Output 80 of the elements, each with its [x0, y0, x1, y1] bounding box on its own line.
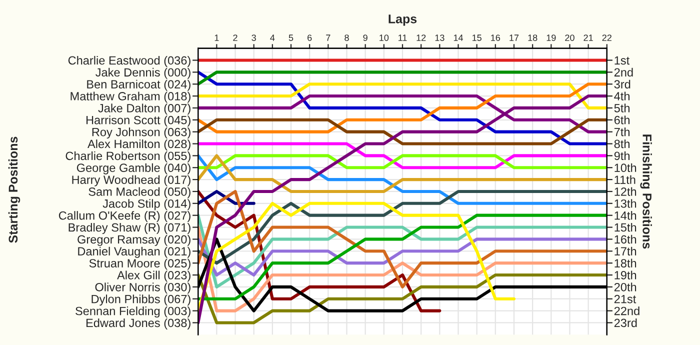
line-series	[198, 190, 607, 288]
y-tick-label: 7th	[614, 128, 630, 136]
line-series	[198, 154, 607, 205]
line-series	[198, 202, 516, 312]
x-tick-label: 16	[491, 34, 500, 41]
x-tick-label: 9	[363, 34, 368, 41]
series-label: Ben Barnicoat (024)	[87, 80, 190, 91]
x-tick-label: 18	[528, 34, 538, 41]
y-tick-label: 13th	[614, 199, 636, 208]
y-tick-label: 19th	[614, 270, 636, 280]
y-axis-title: Finishing Positions	[640, 134, 652, 249]
series-label: Sam Macleod (050)	[88, 187, 190, 198]
x-tick-label: 22	[602, 34, 612, 41]
x-tick-label: 3	[252, 34, 256, 41]
y-tick-label: 3rd	[614, 80, 630, 88]
x-axis-title: Laps	[388, 14, 417, 26]
series-label: Alex Gill (023)	[117, 270, 190, 282]
series-label: Struan Moore (025)	[89, 258, 190, 270]
y-tick-label: 22nd	[614, 306, 640, 316]
y-tick-label: 9th	[614, 151, 630, 160]
series-label: Harrison Scott (045)	[86, 116, 190, 127]
x-tick-label: 8	[344, 34, 349, 41]
series-label: Harry Woodhead (017)	[72, 175, 190, 186]
y-tick-label: 23rd	[614, 318, 637, 328]
x-tick-label: 6	[308, 34, 312, 41]
y-tick-label: 2nd	[614, 68, 633, 77]
x-tick-label: 14	[454, 34, 463, 41]
x-tick-label: 1	[214, 34, 219, 41]
x-tick-label: 20	[565, 34, 574, 41]
x-tick-label: 5	[288, 34, 294, 41]
x-tick-label: 19	[546, 34, 556, 41]
series-label: Bradley Shaw (R) (071)	[68, 222, 190, 234]
series-label: Jake Dennis (000)	[96, 68, 190, 79]
text: Starting Positions	[8, 136, 20, 243]
series-label: George Gamble (040)	[76, 163, 190, 174]
line-series	[198, 94, 607, 324]
series-label: Roy Johnson (063)	[92, 128, 190, 139]
y-tick-label: 12th	[614, 187, 636, 196]
series-label: Jacob Stilp (014)	[102, 199, 190, 210]
y-tick-label: 4th	[614, 92, 630, 100]
line-series	[198, 190, 607, 265]
x-tick-label: 10	[380, 34, 389, 41]
y-tick-label: 8th	[614, 139, 630, 148]
x-tick-label: 2	[233, 34, 238, 41]
series-label: Charlie Robertson (055)	[66, 151, 190, 162]
y-tick-label: 1st	[614, 56, 630, 65]
series-label: Callum O'Keefe (R) (027)	[58, 211, 190, 222]
x-tick-label: 13	[435, 34, 444, 41]
x-tick-label: 7	[326, 34, 330, 41]
series-label: Jake Dalton (007)	[98, 104, 190, 115]
y-tick-label: 5th	[614, 104, 630, 112]
x-tick-label: 17	[510, 34, 519, 41]
series-label: Sennan Fielding (003)	[76, 306, 190, 318]
line-series	[198, 273, 607, 324]
y-tick-label: 18th	[614, 258, 636, 268]
x-tick-label: 21	[584, 34, 593, 41]
series-label: Charlie Eastwood (036)	[68, 56, 190, 67]
x-tick-label: 11	[398, 34, 407, 41]
y-tick-label: 17th	[614, 246, 636, 256]
y-tick-label: 20th	[614, 282, 636, 292]
line-series	[198, 70, 607, 146]
y-tick-label: 15th	[614, 222, 636, 232]
x-tick-label: 4	[270, 34, 275, 41]
series-label: Daniel Vaughan (021)	[78, 246, 190, 258]
y-tick-label: 14th	[614, 211, 636, 220]
y-tick-label: 21st	[614, 294, 636, 304]
y-tick-label: 16th	[614, 234, 636, 244]
y-tick-label: 6th	[614, 116, 630, 124]
line-series	[198, 238, 607, 277]
x-tick-label: 15	[472, 34, 482, 41]
series-label: Matthew Graham (018)	[70, 92, 190, 103]
y-tick-label: 11th	[614, 175, 636, 184]
series-label: Dylon Phibbs (067)	[92, 294, 190, 306]
series-label: Alex Hamilton (028)	[88, 139, 190, 150]
series-label: Oliver Norris (030)	[95, 282, 190, 294]
line-series	[198, 82, 607, 134]
x-tick-label: 12	[416, 34, 426, 41]
y-tick-label: 10th	[614, 163, 636, 172]
series-label: Edward Jones (038)	[86, 318, 190, 330]
series-label: Gregor Ramsay (020)	[78, 234, 190, 246]
